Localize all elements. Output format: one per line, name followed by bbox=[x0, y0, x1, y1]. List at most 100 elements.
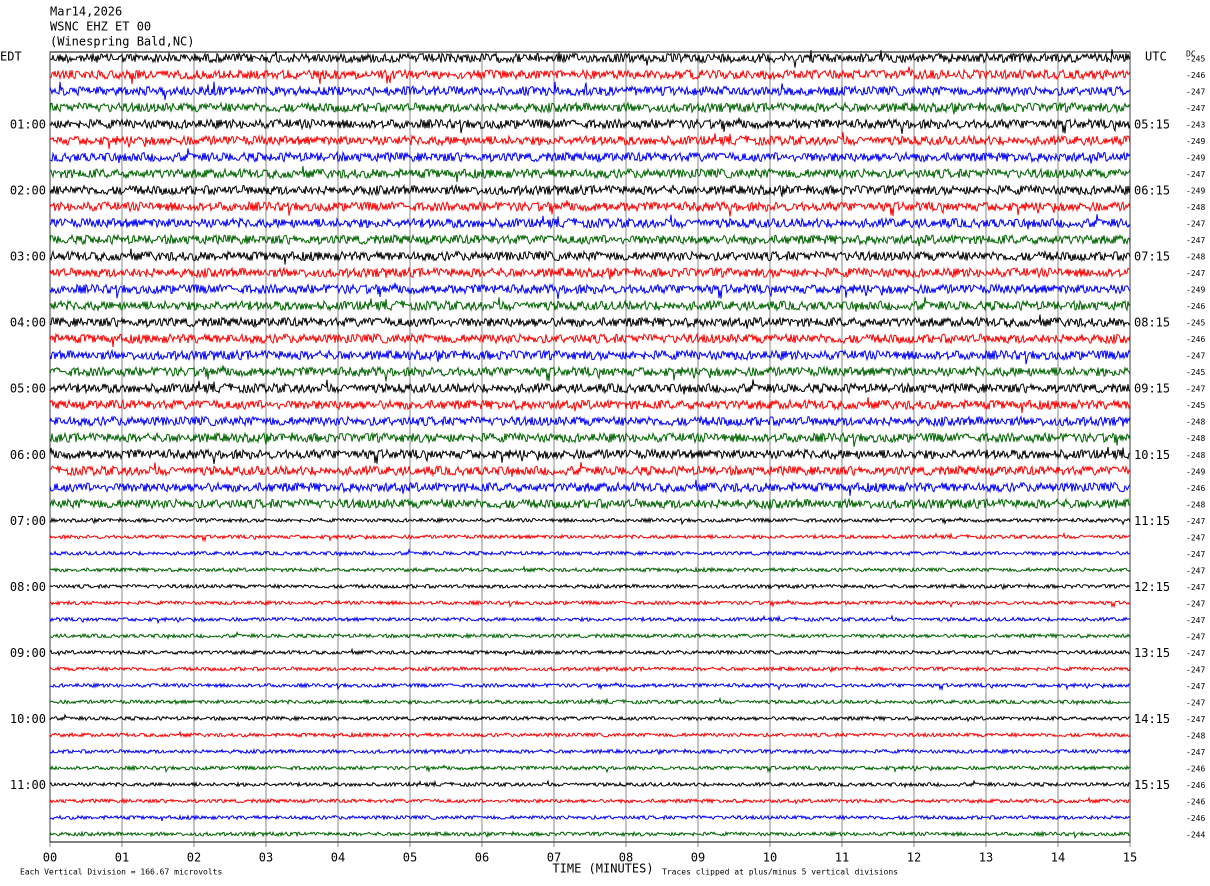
trace bbox=[49, 296, 1131, 313]
trace bbox=[49, 796, 1130, 805]
x-tick-label: 05 bbox=[403, 851, 417, 865]
x-tick-label: 10 bbox=[763, 851, 777, 865]
dc-offset: -247 bbox=[1186, 104, 1205, 113]
x-tick-label: 09 bbox=[691, 851, 705, 865]
dc-offset: -247 bbox=[1186, 170, 1205, 179]
dc-offset: -249 bbox=[1186, 187, 1205, 196]
trace bbox=[49, 479, 1131, 496]
dc-offset: -249 bbox=[1186, 467, 1205, 476]
dc-offset: -246 bbox=[1186, 781, 1205, 790]
trace bbox=[49, 582, 1131, 591]
trace bbox=[49, 81, 1131, 100]
footnote: Traces clipped at plus/minus 5 vertical … bbox=[662, 868, 898, 877]
left-axis-label: EDT bbox=[0, 50, 22, 64]
edt-label: 02:00 bbox=[10, 184, 46, 198]
trace bbox=[49, 747, 1131, 756]
x-tick-label: 04 bbox=[331, 851, 345, 865]
trace bbox=[49, 379, 1131, 395]
dc-offset: -247 bbox=[1186, 616, 1205, 625]
trace bbox=[49, 599, 1131, 609]
trace bbox=[49, 516, 1131, 526]
title-line: WSNC EHZ ET 00 bbox=[50, 20, 151, 34]
utc-label: 15:15 bbox=[1134, 778, 1170, 792]
dc-offset: -247 bbox=[1186, 220, 1205, 229]
trace bbox=[49, 446, 1131, 465]
utc-label: 07:15 bbox=[1134, 250, 1170, 264]
trace bbox=[49, 713, 1131, 723]
trace bbox=[49, 266, 1131, 280]
edt-label: 10:00 bbox=[10, 712, 46, 726]
dc-offset: -247 bbox=[1186, 715, 1205, 724]
dc-offset: -245 bbox=[1186, 368, 1205, 377]
x-tick-label: 11 bbox=[835, 851, 849, 865]
trace bbox=[49, 696, 1131, 706]
trace bbox=[49, 101, 1131, 115]
utc-label: 09:15 bbox=[1134, 382, 1170, 396]
dc-offset: -246 bbox=[1186, 302, 1205, 311]
dc-offset: -246 bbox=[1186, 335, 1205, 344]
trace bbox=[49, 531, 1131, 543]
dc-offset: -247 bbox=[1186, 583, 1205, 592]
dc-offset: -245 bbox=[1186, 55, 1205, 64]
trace bbox=[49, 314, 1131, 329]
x-tick-label: 00 bbox=[43, 851, 57, 865]
trace bbox=[49, 548, 1131, 558]
utc-label: 11:15 bbox=[1134, 514, 1170, 528]
trace bbox=[49, 497, 1131, 511]
trace bbox=[49, 248, 1131, 265]
trace bbox=[49, 49, 1131, 68]
dc-offset: -246 bbox=[1186, 71, 1205, 80]
trace bbox=[49, 397, 1131, 414]
trace bbox=[49, 165, 1131, 183]
dc-offset: -243 bbox=[1186, 121, 1205, 130]
trace bbox=[49, 681, 1131, 692]
trace bbox=[49, 282, 1131, 299]
trace bbox=[49, 200, 1131, 217]
dc-offset: -247 bbox=[1186, 698, 1205, 707]
trace bbox=[49, 183, 1131, 197]
x-tick-label: 14 bbox=[1051, 851, 1065, 865]
x-tick-label: 03 bbox=[259, 851, 273, 865]
trace bbox=[49, 614, 1131, 625]
edt-label: 09:00 bbox=[10, 646, 46, 660]
trace bbox=[49, 730, 1131, 739]
trace bbox=[49, 365, 1131, 382]
x-tick-label: 08 bbox=[619, 851, 633, 865]
trace bbox=[49, 564, 1131, 574]
dc-offset: -246 bbox=[1186, 764, 1205, 773]
utc-label: 08:15 bbox=[1134, 316, 1170, 330]
trace bbox=[49, 348, 1131, 365]
dc-offset: -245 bbox=[1186, 401, 1205, 410]
trace bbox=[49, 431, 1131, 447]
trace bbox=[49, 461, 1131, 478]
trace bbox=[49, 214, 1131, 230]
right-axis-label: UTC bbox=[1145, 50, 1167, 64]
dc-offset: -248 bbox=[1186, 418, 1205, 427]
dc-offset: -247 bbox=[1186, 517, 1205, 526]
trace bbox=[49, 233, 1131, 247]
dc-offset: -247 bbox=[1186, 566, 1205, 575]
dc-offset: -248 bbox=[1186, 500, 1205, 509]
edt-label: 08:00 bbox=[10, 580, 46, 594]
trace bbox=[49, 66, 1131, 85]
trace bbox=[49, 764, 1131, 774]
dc-offset: -247 bbox=[1186, 269, 1205, 278]
trace bbox=[49, 117, 1131, 134]
dc-offset: -246 bbox=[1186, 814, 1205, 823]
utc-label: 06:15 bbox=[1134, 184, 1170, 198]
x-tick-label: 06 bbox=[475, 851, 489, 865]
dc-offset: -248 bbox=[1186, 253, 1205, 262]
dc-offset: -247 bbox=[1186, 649, 1205, 658]
dc-offset: -247 bbox=[1186, 88, 1205, 97]
trace bbox=[49, 132, 1131, 150]
x-tick-label: 01 bbox=[115, 851, 129, 865]
utc-label: 13:15 bbox=[1134, 646, 1170, 660]
dc-offset: -247 bbox=[1186, 550, 1205, 559]
x-tick-label: 07 bbox=[547, 851, 561, 865]
dc-offset: -247 bbox=[1186, 748, 1205, 757]
edt-label: 01:00 bbox=[10, 118, 46, 132]
trace bbox=[49, 414, 1131, 428]
dc-offset: -246 bbox=[1186, 797, 1205, 806]
x-tick-label: 15 bbox=[1123, 851, 1137, 865]
